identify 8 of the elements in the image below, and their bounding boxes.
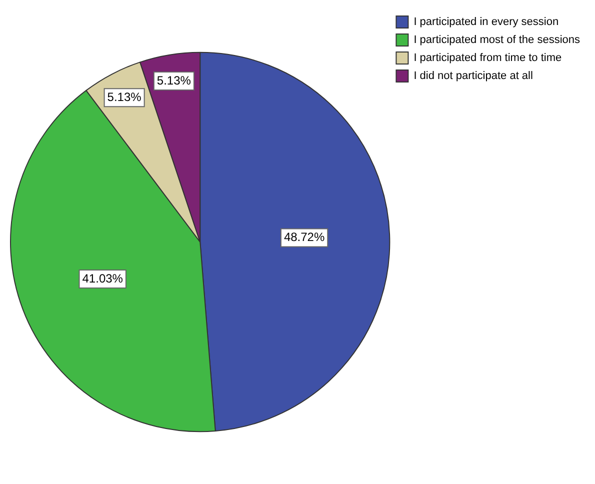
data-label: 5.13% (156, 73, 192, 88)
data-label: 41.03% (82, 271, 124, 286)
data-label: 48.72% (284, 230, 325, 244)
legend-label: I participated from time to time (414, 52, 562, 64)
legend-label: I participated most of the sessions (414, 34, 580, 46)
data-label: 5.13% (107, 90, 142, 104)
legend-label: I did not participate at all (414, 70, 533, 82)
legend-label: I participated in every session (414, 16, 559, 28)
